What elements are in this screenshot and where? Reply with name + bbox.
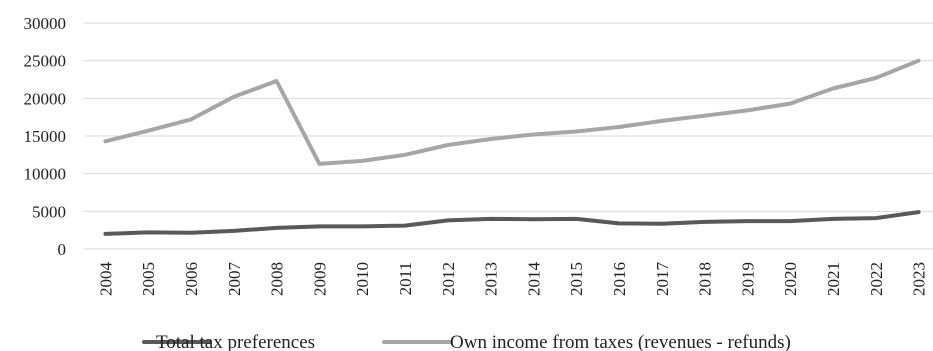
y-tick-label: 0 <box>58 240 67 259</box>
x-tick-label: 2019 <box>738 262 757 296</box>
x-tick-label: 2018 <box>696 262 715 296</box>
series-line-total-tax-preferences <box>103 210 921 236</box>
y-tick-label: 30000 <box>24 14 67 33</box>
x-tick-label: 2020 <box>781 262 800 296</box>
legend-label-total-tax-preferences: Total tax preferences <box>156 332 315 351</box>
x-tick-label: 2013 <box>482 262 501 296</box>
series-line-own-income-from-taxes <box>103 58 921 166</box>
x-tick-label: 2017 <box>653 262 672 297</box>
x-tick-label: 2009 <box>310 262 329 296</box>
x-tick-label: 2006 <box>182 262 201 296</box>
x-tick-label: 2005 <box>139 262 158 296</box>
legend-label-own-income-from-taxes: Own income from taxes (revenues - refund… <box>450 332 791 351</box>
y-tick-label: 10000 <box>24 165 67 184</box>
x-tick-label: 2021 <box>824 262 843 296</box>
y-tick-label: 15000 <box>24 127 67 146</box>
y-tick-label: 5000 <box>32 202 66 221</box>
x-tick-label: 2023 <box>910 262 929 296</box>
legend: Total tax preferences Own income from ta… <box>142 332 791 351</box>
x-tick-label: 2016 <box>610 262 629 296</box>
x-axis-tick-labels: 2004 2005 2006 2007 2008 2009 2010 2011 2012 2013… <box>96 262 928 297</box>
series-lines <box>103 58 921 236</box>
x-tick-label: 2014 <box>524 262 543 297</box>
x-tick-label: 2008 <box>268 262 287 296</box>
y-tick-label: 25000 <box>24 52 67 71</box>
x-tick-label: 2012 <box>439 262 458 296</box>
x-tick-label: 2004 <box>96 262 115 297</box>
y-axis-tick-labels: 0 5000 10000 15000 20000 25000 30000 <box>24 14 67 259</box>
x-tick-label: 2015 <box>567 262 586 296</box>
x-tick-label: 2022 <box>867 262 886 296</box>
x-tick-label: 2007 <box>225 262 244 297</box>
x-tick-label: 2011 <box>396 262 415 295</box>
x-tick-label: 2010 <box>353 262 372 296</box>
y-tick-label: 20000 <box>24 89 67 108</box>
